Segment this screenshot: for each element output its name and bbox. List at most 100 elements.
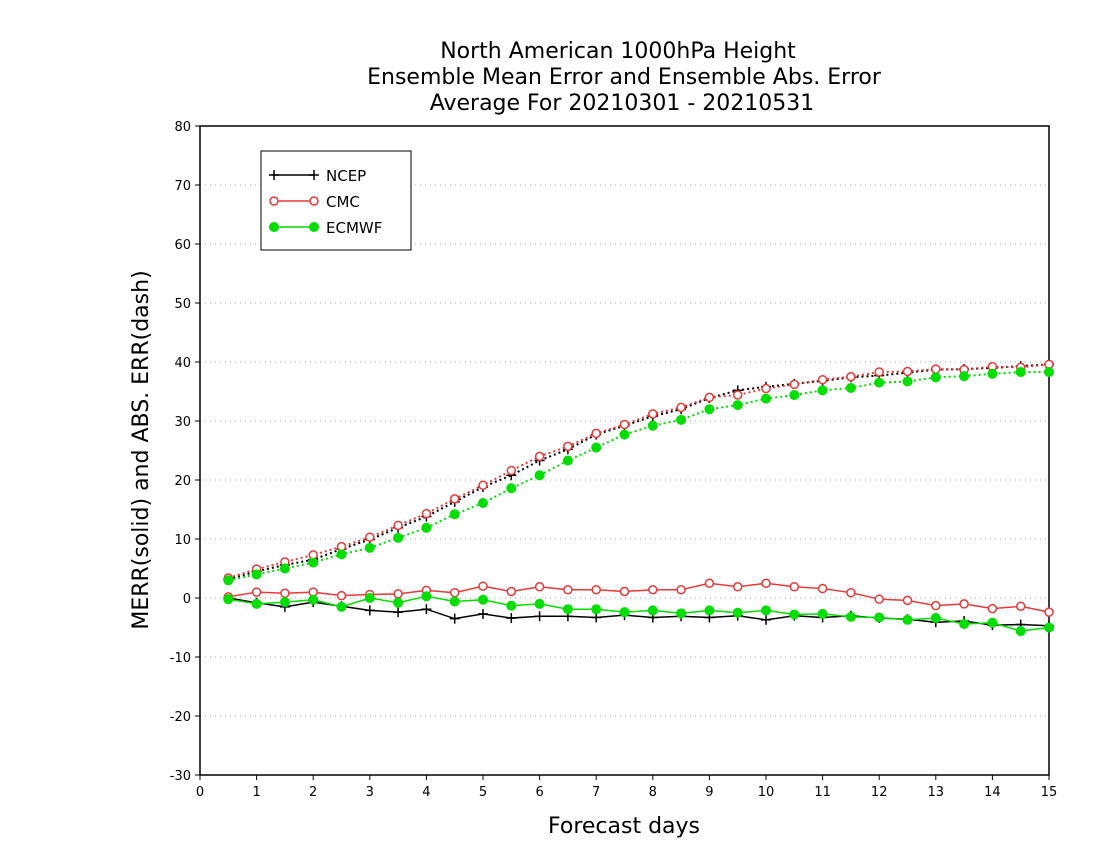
ecmwf-mean-error-point xyxy=(959,618,970,629)
ncep-mean-error-point xyxy=(506,613,517,624)
cmc-mean-error-point xyxy=(478,581,488,591)
cmc-mean-error-point xyxy=(393,589,403,599)
cmc-mean-error-point xyxy=(648,584,658,595)
ecmwf-abs-error-point xyxy=(732,400,743,411)
ecmwf-abs-error-point xyxy=(336,549,347,560)
legend-marker xyxy=(309,170,319,180)
series-cmc xyxy=(223,359,1054,617)
legend-marker xyxy=(269,222,279,232)
cmc-mean-error-point xyxy=(846,587,856,598)
ecmwf-abs-error-point xyxy=(279,563,290,574)
ecmwf-mean-error-point xyxy=(449,596,460,607)
cmc-mean-error-point xyxy=(563,584,573,595)
ecmwf-abs-error-point xyxy=(591,442,602,453)
cmc-abs-error-point xyxy=(931,364,941,374)
x-tick-label: 12 xyxy=(871,785,888,800)
y-tick-label: 10 xyxy=(174,533,191,548)
cmc-abs-error-line xyxy=(228,363,1050,579)
ecmwf-abs-error-point xyxy=(619,429,630,440)
ecmwf-mean-error-point xyxy=(591,604,602,615)
x-tick-label: 0 xyxy=(196,785,204,800)
legend-label: NCEP xyxy=(326,167,366,185)
y-tick-label: 70 xyxy=(174,179,191,194)
x-tick-label: 8 xyxy=(649,785,657,800)
ecmwf-mean-error-point xyxy=(732,607,743,618)
cmc-mean-error-point xyxy=(336,590,347,601)
ecmwf-abs-error-point xyxy=(789,390,800,401)
x-tick-label: 3 xyxy=(366,785,374,800)
ncep-mean-error-point xyxy=(393,607,404,618)
y-tick-label: -20 xyxy=(170,710,191,725)
ecmwf-mean-error-point xyxy=(845,611,856,622)
title-line-3: Average For 20210301 - 20210531 xyxy=(430,91,815,116)
x-tick-label: 14 xyxy=(984,785,1001,800)
cmc-abs-error-point xyxy=(563,441,573,452)
ecmwf-abs-error-point xyxy=(647,420,658,431)
y-tick-label: -10 xyxy=(170,651,191,666)
cmc-abs-error-point xyxy=(619,419,630,430)
x-tick-label: 4 xyxy=(422,785,430,800)
ecmwf-abs-error-point xyxy=(817,385,828,396)
cmc-mean-error-point xyxy=(959,599,969,609)
ecmwf-mean-error-point xyxy=(647,605,658,616)
legend-marker xyxy=(269,196,279,206)
y-tick-label: 80 xyxy=(174,120,191,135)
cmc-mean-error-point xyxy=(1044,607,1054,617)
ecmwf-mean-error-point xyxy=(534,598,545,609)
cmc-abs-error-point xyxy=(421,508,432,519)
ecmwf-abs-error-point xyxy=(902,376,913,387)
cmc-mean-error-point xyxy=(704,578,715,588)
x-tick-label: 2 xyxy=(309,785,317,800)
x-axis-ticks: 0 1 2 3 4 5 6 7 8 9 10 11 12 13 14 15 xyxy=(196,775,1057,800)
ecmwf-abs-error-point xyxy=(449,509,460,520)
ncep-mean-error-point xyxy=(478,608,488,619)
ecmwf-abs-error-point xyxy=(478,498,488,509)
ecmwf-mean-error-point xyxy=(817,608,828,619)
ecmwf-mean-error-point xyxy=(619,607,630,618)
ncep-mean-error-point xyxy=(364,605,375,616)
legend-item-ncep: NCEP xyxy=(269,167,366,185)
legend: NCEP CMC ECMWF xyxy=(260,150,412,251)
ecmwf-mean-error-point xyxy=(1015,626,1026,637)
ecmwf-mean-error-point xyxy=(478,594,488,605)
y-axis-ticks: -30 -20 -10 0 10 20 30 40 50 60 70 80 xyxy=(170,120,200,784)
ecmwf-mean-error-line xyxy=(228,595,1050,632)
ecmwf-abs-error-point xyxy=(987,368,998,379)
legend-marker xyxy=(309,196,319,206)
cmc-abs-error-point xyxy=(676,402,686,413)
ecmwf-abs-error-point xyxy=(676,414,687,425)
cmc-abs-error-point xyxy=(478,480,488,491)
gridlines xyxy=(200,184,1049,717)
y-tick-label: -30 xyxy=(170,769,191,784)
cmc-mean-error-point xyxy=(761,578,771,588)
x-tick-label: 5 xyxy=(479,785,487,800)
cmc-abs-error-point xyxy=(648,409,658,419)
y-axis-title: MERR(solid) and ABS. ERR(dash) xyxy=(129,270,154,629)
x-tick-label: 13 xyxy=(928,785,945,800)
ecmwf-mean-error-point xyxy=(902,614,913,625)
ecmwf-mean-error-point xyxy=(251,598,262,609)
cmc-abs-error-point xyxy=(789,379,800,390)
ecmwf-abs-error-point xyxy=(959,371,970,382)
x-tick-label: 6 xyxy=(535,785,543,800)
x-axis-title: Forecast days xyxy=(548,814,700,839)
cmc-mean-error-point xyxy=(902,595,913,606)
ecmwf-abs-error-point xyxy=(308,557,319,568)
cmc-mean-error-point xyxy=(591,584,601,595)
legend-item-ecmwf: ECMWF xyxy=(269,219,382,237)
x-tick-label: 7 xyxy=(592,785,600,800)
cmc-mean-error-point xyxy=(1015,601,1026,612)
cmc-mean-error-point xyxy=(931,600,941,611)
ecmwf-mean-error-point xyxy=(393,597,404,608)
cmc-mean-error-point xyxy=(534,582,545,592)
cmc-abs-error-point xyxy=(874,367,884,377)
cmc-mean-error-point xyxy=(987,603,998,614)
ecmwf-abs-error-point xyxy=(562,455,573,466)
series-ecmwf xyxy=(223,367,1054,637)
ecmwf-abs-error-point xyxy=(251,569,262,580)
cmc-abs-error-point xyxy=(761,383,771,394)
ncep-mean-error-point xyxy=(421,604,432,615)
ecmwf-mean-error-point xyxy=(676,608,687,619)
cmc-mean-error-point xyxy=(619,586,630,597)
